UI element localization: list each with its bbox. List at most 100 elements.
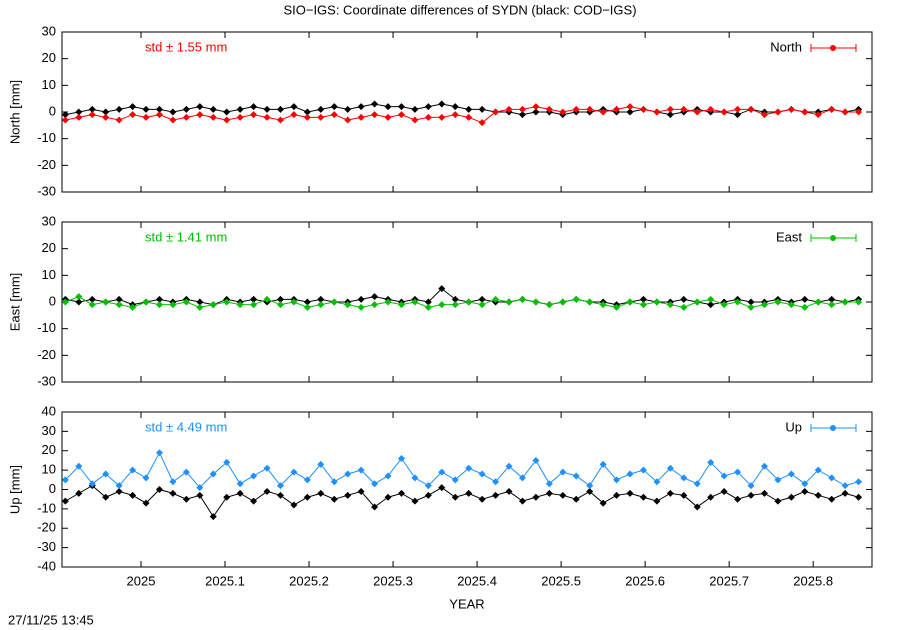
data-point bbox=[209, 301, 217, 309]
data-point bbox=[760, 301, 768, 309]
data-point bbox=[303, 113, 311, 121]
data-point bbox=[613, 491, 621, 499]
data-point bbox=[62, 298, 69, 306]
data-point bbox=[223, 116, 231, 124]
data-point bbox=[801, 295, 809, 303]
data-point bbox=[438, 484, 446, 492]
data-point bbox=[102, 108, 110, 116]
data-point bbox=[196, 484, 204, 492]
data-point bbox=[747, 105, 755, 113]
data-point bbox=[115, 295, 123, 303]
data-point bbox=[693, 503, 701, 511]
data-point bbox=[424, 298, 432, 306]
y-tick-label: -20 bbox=[37, 520, 56, 535]
data-point bbox=[532, 456, 540, 464]
data-point bbox=[169, 108, 177, 116]
data-point bbox=[142, 474, 150, 482]
data-point bbox=[774, 497, 782, 505]
data-point bbox=[478, 119, 486, 127]
data-point bbox=[169, 116, 177, 124]
data-point bbox=[330, 103, 338, 111]
data-point bbox=[801, 108, 809, 116]
data-point bbox=[75, 293, 83, 301]
data-point bbox=[505, 487, 513, 495]
data-point bbox=[438, 468, 446, 476]
data-point bbox=[801, 303, 809, 311]
data-point bbox=[155, 449, 163, 457]
plot-area bbox=[62, 285, 863, 311]
data-point bbox=[451, 476, 459, 484]
data-point bbox=[720, 472, 728, 480]
data-point bbox=[397, 301, 405, 309]
y-tick-label: 30 bbox=[42, 23, 56, 38]
data-point bbox=[397, 489, 405, 497]
data-point bbox=[371, 480, 379, 488]
data-point bbox=[115, 482, 123, 490]
y-tick-label: -30 bbox=[37, 373, 56, 388]
y-tick-label: 0 bbox=[49, 481, 56, 496]
data-point bbox=[545, 489, 553, 497]
data-point bbox=[303, 303, 311, 311]
data-point bbox=[276, 491, 284, 499]
data-point bbox=[62, 116, 69, 124]
data-point bbox=[411, 116, 419, 124]
data-point bbox=[250, 497, 258, 505]
data-point bbox=[626, 470, 634, 478]
y-tick-label: -40 bbox=[37, 558, 56, 573]
data-point bbox=[290, 298, 298, 306]
data-point bbox=[801, 487, 809, 495]
data-point bbox=[196, 303, 204, 311]
data-point bbox=[855, 493, 863, 501]
data-point bbox=[841, 482, 849, 490]
y-tick-label: -20 bbox=[37, 347, 56, 362]
y-tick-label: 40 bbox=[42, 403, 56, 418]
data-point bbox=[680, 474, 688, 482]
data-point bbox=[586, 105, 594, 113]
data-point bbox=[666, 301, 674, 309]
data-point bbox=[330, 298, 338, 306]
data-point bbox=[263, 113, 271, 121]
data-point bbox=[411, 497, 419, 505]
data-point bbox=[720, 301, 728, 309]
data-point bbox=[371, 301, 379, 309]
data-point bbox=[545, 105, 553, 113]
y-axis-label: North [mm] bbox=[7, 80, 22, 144]
data-point bbox=[115, 301, 123, 309]
data-point bbox=[169, 489, 177, 497]
y-tick-label: 0 bbox=[49, 103, 56, 118]
data-point bbox=[680, 105, 688, 113]
data-point bbox=[586, 482, 594, 490]
data-point bbox=[303, 476, 311, 484]
plot-area bbox=[62, 449, 863, 521]
y-tick-label: 20 bbox=[42, 442, 56, 457]
x-tick-label: 2025 bbox=[127, 573, 156, 588]
data-point bbox=[828, 495, 836, 503]
data-point bbox=[75, 108, 83, 116]
data-point bbox=[774, 476, 782, 484]
data-point bbox=[438, 113, 446, 121]
plot-area bbox=[62, 100, 863, 127]
data-point bbox=[223, 493, 231, 501]
data-point bbox=[626, 108, 634, 116]
data-point bbox=[142, 499, 150, 507]
data-point bbox=[626, 103, 634, 111]
plot-frame bbox=[61, 221, 873, 383]
data-point bbox=[357, 466, 365, 474]
data-point bbox=[774, 298, 782, 306]
data-point bbox=[545, 480, 553, 488]
y-tick-label: 0 bbox=[49, 293, 56, 308]
data-point bbox=[734, 105, 742, 113]
data-point bbox=[209, 113, 217, 121]
data-point bbox=[828, 105, 836, 113]
x-tick-label: 2025.8 bbox=[793, 573, 833, 588]
data-point bbox=[693, 298, 701, 306]
data-point bbox=[424, 491, 432, 499]
data-point bbox=[518, 474, 526, 482]
data-point bbox=[129, 111, 137, 119]
data-point bbox=[559, 108, 567, 116]
data-point bbox=[747, 303, 755, 311]
data-point bbox=[720, 108, 728, 116]
data-point bbox=[115, 487, 123, 495]
x-tick-label: 2025.7 bbox=[709, 573, 749, 588]
x-tick-label: 2025.3 bbox=[373, 573, 413, 588]
